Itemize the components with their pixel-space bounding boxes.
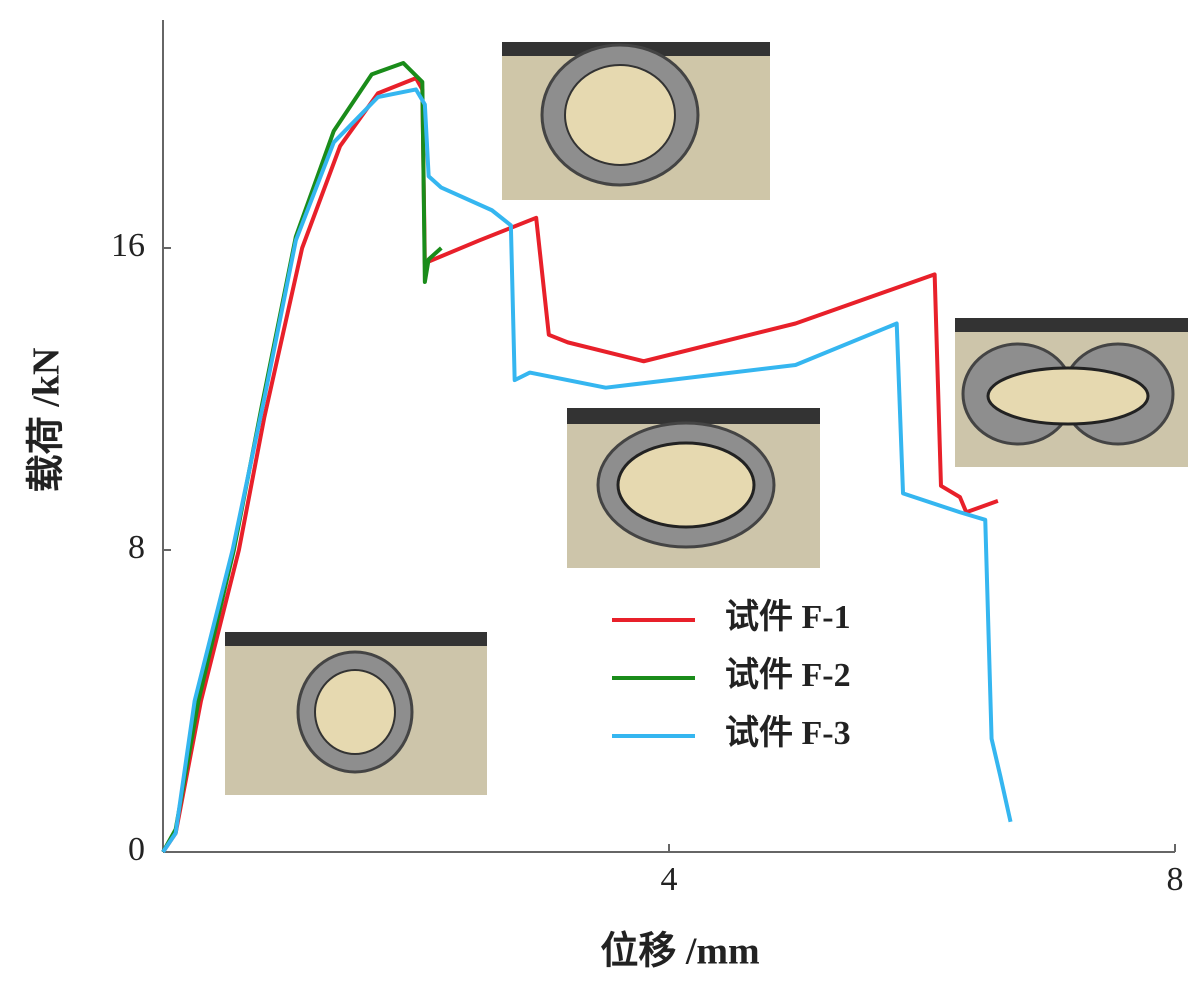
- y-tick-label: 16: [111, 227, 145, 264]
- photo-inset: [567, 408, 820, 568]
- legend-label: 试件 F-3: [725, 714, 851, 752]
- photo-inset: [225, 632, 487, 795]
- y-tick-label: 0: [128, 831, 145, 868]
- y-axis-label: 载荷 /kN: [26, 348, 68, 493]
- line-series: [161, 87, 1013, 854]
- line-series: [161, 61, 443, 853]
- x-axis-label: 位移 /mm: [600, 931, 759, 973]
- photo-inset: [955, 318, 1188, 467]
- photo-inset: [502, 42, 770, 200]
- x-tick-label: 8: [1167, 861, 1184, 898]
- y-tick-label: 8: [128, 529, 145, 566]
- legend-label: 试件 F-2: [725, 656, 851, 694]
- line-series: [161, 76, 999, 854]
- photo-insets: [225, 42, 1188, 795]
- legend-label: 试件 F-1: [725, 598, 851, 636]
- x-tick-label: 4: [661, 861, 678, 898]
